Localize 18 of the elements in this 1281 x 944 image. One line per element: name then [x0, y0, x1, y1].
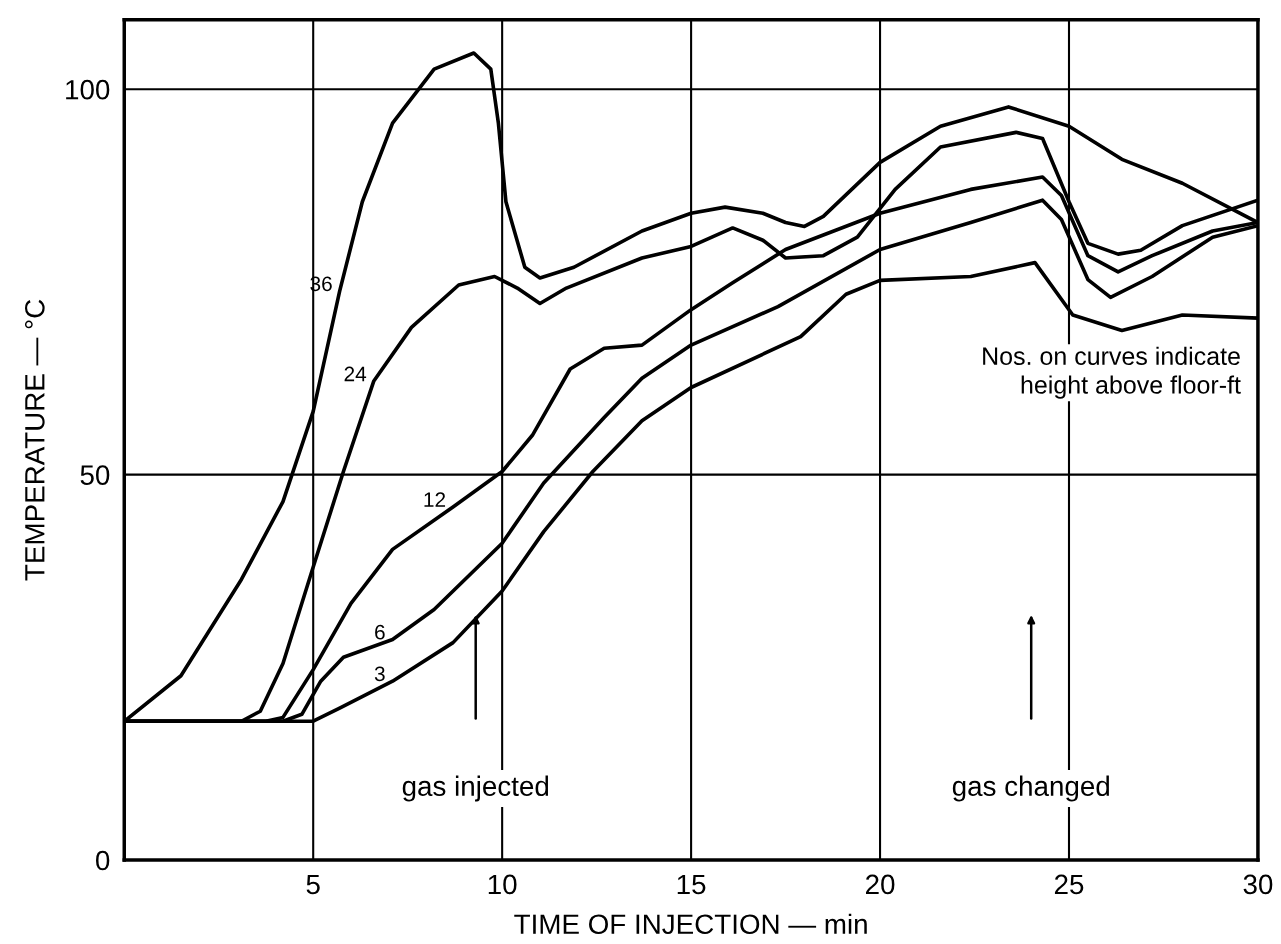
x-tick-label: 25 [1054, 874, 1084, 895]
series-label: 24 [344, 366, 367, 382]
y-tick-label: 100 [66, 79, 110, 100]
x-tick-label: 30 [1243, 874, 1273, 895]
x-tick-label: 5 [306, 874, 320, 895]
y-tick-label: 50 [80, 465, 110, 485]
y-tick-label: 0 [96, 850, 110, 871]
x-tick-label: 15 [677, 874, 706, 895]
x-tick-label: 20 [866, 874, 895, 895]
annotation: Nos. on curves indicate height above floor-ft [983, 346, 1241, 399]
y-axis-title: TEMPERATURE — °C [24, 299, 45, 581]
series-label: 6 [375, 624, 385, 640]
annotation: gas changed [952, 775, 1109, 802]
x-axis-title: TIME OF INJECTION — min [514, 913, 867, 935]
series-label: 3 [374, 666, 385, 682]
series-label: 12 [424, 492, 446, 507]
x-tick-label: 10 [488, 874, 517, 895]
annotation: gas injected [402, 775, 549, 802]
